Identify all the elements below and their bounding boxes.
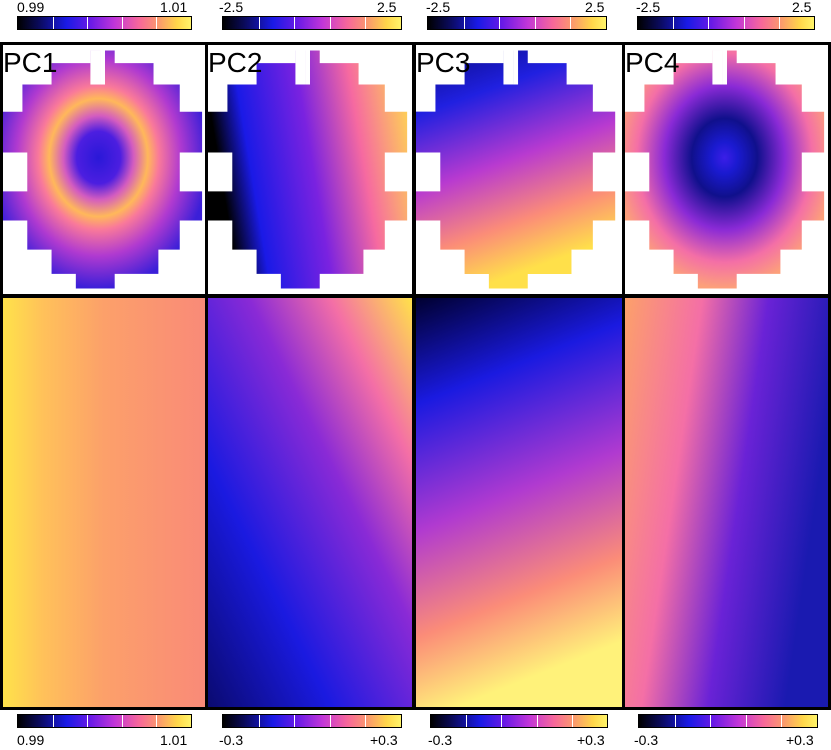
colorbar-pc3-bottom-min: -0.3 — [428, 732, 453, 748]
pc2-detector-image — [208, 298, 412, 707]
panel-pc4-detector — [622, 295, 831, 710]
pc3-detector-image — [416, 298, 622, 707]
colorbar-pc1-top-max: 1.01 — [160, 0, 188, 15]
colorbar-pc2-top-max: 2.5 — [377, 0, 397, 15]
panel-pc3-detector — [413, 295, 625, 710]
pc2-focal-plane-map — [208, 50, 408, 289]
pc1-detector-image — [3, 298, 205, 707]
colorbar-pc3-top-min: -2.5 — [426, 0, 451, 15]
panel-pc4-map: PC4 — [622, 42, 831, 297]
pc4-focal-plane-map — [625, 50, 825, 289]
panel-label-pc1: PC1 — [3, 47, 58, 78]
colorbar-pc1-bottom — [17, 714, 192, 728]
colorbar-pc2-bottom-min: -0.3 — [219, 732, 244, 748]
colorbar-pc2-bottom — [222, 714, 402, 728]
panel-label-pc4: PC4 — [625, 47, 680, 78]
pc4-detector-image — [625, 298, 828, 707]
colorbar-pc2-bottom-max: +0.3 — [370, 732, 398, 748]
colorbar-pc3-bottom-max: +0.3 — [577, 732, 605, 748]
panel-pc2-map: PC2 — [205, 42, 415, 297]
panel-label-pc2: PC2 — [208, 47, 263, 78]
pc3-focal-plane-map — [416, 50, 616, 289]
panel-label-pc3: PC3 — [416, 47, 471, 78]
panel-pc1-detector — [0, 295, 208, 710]
colorbar-pc4-bottom — [638, 714, 818, 728]
colorbar-pc4-bottom-min: -0.3 — [634, 732, 659, 748]
colorbar-pc4-top — [637, 16, 815, 30]
colorbar-pc4-top-max: 2.5 — [792, 0, 812, 15]
panel-pc3-map: PC3 — [413, 42, 625, 297]
pc1-focal-plane-map — [3, 50, 203, 289]
colorbar-pc1-top-min: 0.99 — [17, 0, 45, 15]
colorbar-pc3-bottom — [430, 714, 608, 728]
colorbar-pc1-bottom-min: 0.99 — [17, 732, 45, 748]
colorbar-pc4-bottom-max: +0.3 — [786, 732, 814, 748]
colorbar-pc3-top — [427, 16, 607, 30]
colorbar-pc2-top-min: -2.5 — [219, 0, 244, 15]
colorbar-pc1-top — [17, 16, 192, 30]
colorbar-pc3-top-max: 2.5 — [585, 0, 605, 15]
colorbar-pc1-bottom-max: 1.01 — [160, 732, 188, 748]
colorbar-pc4-top-min: -2.5 — [636, 0, 661, 15]
panel-pc1-map: PC1 — [0, 42, 208, 297]
panel-pc2-detector — [205, 295, 415, 710]
colorbar-pc2-top — [222, 16, 402, 30]
